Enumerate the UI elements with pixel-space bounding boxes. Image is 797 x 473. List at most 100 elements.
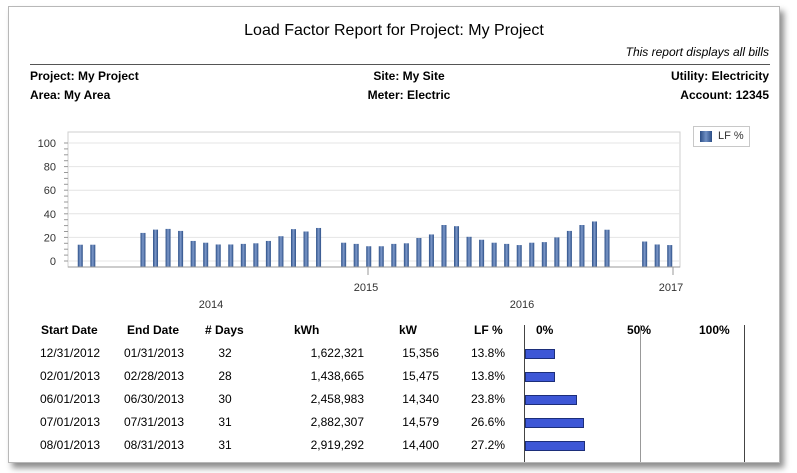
y-tick-label: 20 [44, 232, 56, 244]
chart-bar [240, 243, 246, 267]
chart-bar [579, 225, 585, 267]
cell-kw: 15,475 [402, 369, 439, 383]
chart-bar [203, 242, 209, 267]
cell-start-date: 06/01/2013 [40, 392, 101, 406]
chart-bar [479, 239, 485, 267]
chart-bar [591, 221, 597, 267]
chart-bar [554, 237, 560, 267]
y-tick-label: 40 [44, 209, 56, 221]
col-header-kwh: kWh [294, 323, 320, 337]
cell-days: 31 [218, 438, 232, 452]
cell-end-date: 06/30/2013 [124, 392, 185, 406]
chart-bar [253, 243, 259, 267]
chart-bar [428, 234, 434, 267]
chart-bar [491, 242, 497, 267]
x-tick-label: 2015 [354, 282, 378, 294]
col-header-start-date: Start Date [41, 323, 98, 337]
x-tick-label: 2014 [199, 299, 223, 311]
cell-kwh: 1,438,665 [310, 369, 364, 383]
cell-lf: 26.6% [470, 415, 505, 429]
site-label: Site: My Site [373, 69, 445, 83]
chart-bars [77, 221, 673, 267]
chart-bar [265, 240, 271, 267]
cell-end-date: 07/31/2013 [124, 415, 185, 429]
y-tick-label: 0 [50, 256, 56, 268]
chart-bar [416, 237, 422, 267]
cell-kw: 14,400 [402, 438, 439, 452]
chart-grid [67, 131, 681, 268]
cell-lf: 23.8% [470, 392, 505, 406]
chart-bar [391, 243, 397, 267]
cell-kwh: 1,622,321 [310, 346, 364, 360]
chart-bar [341, 242, 347, 267]
scale-100: 100% [699, 323, 730, 337]
cell-kwh: 2,882,307 [310, 415, 364, 429]
scale-line-100 [744, 325, 745, 462]
cell-start-date: 08/01/2013 [40, 438, 101, 452]
cell-kw: 14,340 [402, 392, 439, 406]
chart-bar [215, 244, 221, 267]
cell-start-date: 07/01/2013 [40, 415, 101, 429]
cell-end-date: 01/31/2013 [124, 346, 185, 360]
col-header-days: # Days [205, 323, 244, 337]
chart-bar [278, 236, 284, 267]
account-label: Account: 12345 [680, 88, 769, 102]
chart-legend: LF % [693, 126, 750, 147]
lf-bar [525, 372, 556, 382]
chart-bar [178, 230, 184, 267]
chart-bar [566, 230, 572, 267]
chart-bar [366, 246, 372, 267]
report-title: Load Factor Report for Project: My Proje… [244, 22, 544, 39]
scale-line-0 [524, 325, 525, 462]
chart-bar [316, 227, 322, 267]
cell-lf: 13.8% [470, 369, 505, 383]
area-label: Area: My Area [30, 88, 111, 102]
cell-end-date: 02/28/2013 [124, 369, 185, 383]
cell-lf: 27.2% [470, 438, 505, 452]
lf-bar [525, 441, 585, 451]
y-tick-label: 60 [44, 185, 56, 197]
scale-line-50 [640, 325, 641, 462]
chart-bar [667, 245, 673, 267]
chart-bar [353, 243, 359, 267]
cell-days: 30 [218, 392, 232, 406]
chart-bar [190, 240, 196, 267]
chart-bar [228, 244, 234, 267]
meter-label: Meter: Electric [367, 88, 451, 102]
chart-axes: 0 20 40 60 80 100 2015 2017 2014 2016 [38, 138, 684, 311]
scale-0: 0% [536, 323, 554, 337]
plot-area [67, 131, 681, 268]
chart-bar [153, 229, 159, 267]
chart-bar [516, 245, 522, 267]
col-header-kw: kW [399, 323, 417, 337]
lf-bar [525, 418, 584, 428]
cell-days: 28 [218, 369, 232, 383]
chart-bar [642, 241, 648, 267]
cell-start-date: 02/01/2013 [40, 369, 101, 383]
cell-start-date: 12/31/2012 [40, 346, 101, 360]
load-factor-chart: 0 20 40 60 80 100 2015 2017 2014 2016 [38, 131, 684, 311]
x-tick-label: 2017 [659, 282, 683, 294]
chart-bar [454, 226, 460, 267]
lf-bar [525, 395, 578, 405]
chart-bar [140, 232, 146, 267]
lf-bar [525, 349, 556, 359]
chart-bar [165, 228, 171, 267]
legend-label: LF % [718, 130, 744, 142]
chart-bar [466, 236, 472, 267]
col-header-end-date: End Date [127, 323, 180, 337]
cell-days: 32 [218, 346, 232, 360]
utility-label: Utility: Electricity [670, 69, 769, 83]
cell-end-date: 08/31/2013 [124, 438, 185, 452]
chart-bar [654, 244, 660, 267]
chart-bar [303, 231, 309, 267]
report-frame: Load Factor Report for Project: My Proje… [8, 6, 780, 463]
chart-bar [77, 244, 83, 267]
y-tick-label: 100 [38, 138, 56, 150]
chart-bar [290, 229, 296, 267]
scale-50: 50% [627, 323, 652, 337]
cell-lf: 13.8% [470, 346, 505, 360]
chart-bar [604, 229, 610, 267]
x-tick-label: 2016 [510, 299, 534, 311]
chart-bar [541, 242, 547, 267]
